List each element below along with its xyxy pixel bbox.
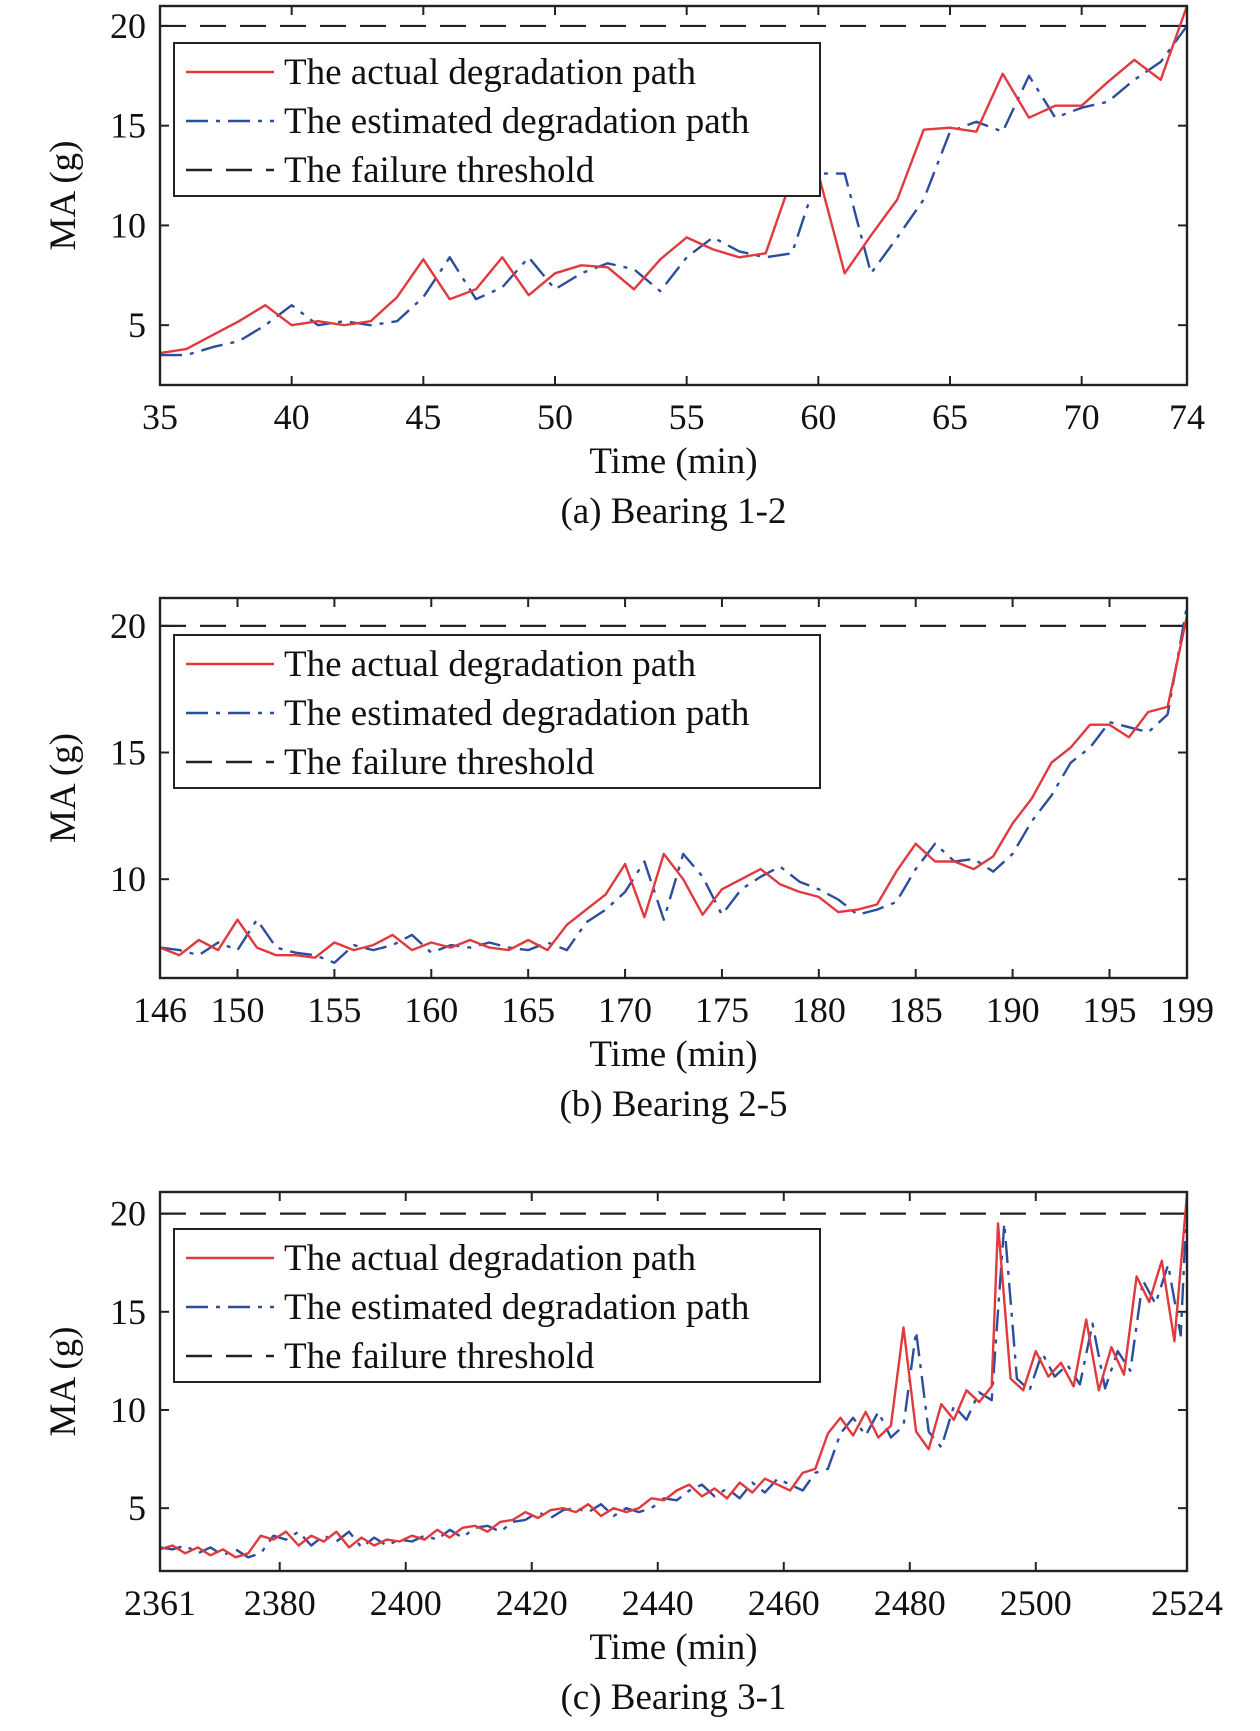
chart-panel-1: 35 40 45 50 55 60 65 70 74 5 10 15 20 The actual degr… [43, 4, 1205, 532]
y-tick-label: 15 [110, 106, 146, 146]
series-estimated-path [160, 25, 1187, 357]
x-tick-label: 190 [986, 990, 1040, 1030]
legend-label-actual: The actual degradation path [284, 1238, 696, 1279]
legend-box [173, 634, 821, 789]
x-tick-label: 40 [274, 397, 310, 437]
x-tick-label: 70 [1064, 397, 1100, 437]
y-tick-label: 15 [110, 733, 146, 773]
x-tick-label: 60 [800, 397, 836, 437]
x-tick-label: 55 [669, 397, 705, 437]
x-tick-label: 2380 [244, 1583, 316, 1623]
x-tick-label: 2400 [370, 1583, 442, 1623]
series-actual-path [160, 1193, 1187, 1559]
x-tick-label: 146 [133, 990, 187, 1030]
x-tick-label: 165 [501, 990, 555, 1030]
series-actual-path [160, 6, 1187, 355]
series-estimated-path [160, 605, 1187, 964]
legend-box [173, 1228, 821, 1383]
x-tick-label: 2440 [622, 1583, 694, 1623]
x-tick-label: 185 [889, 990, 943, 1030]
y-tick-label: 5 [128, 1488, 146, 1528]
legend: The actual degradation path The estimated… [173, 634, 821, 789]
legend-label-estimated: The estimated degradation path [284, 693, 750, 734]
x-tick-label: 35 [142, 397, 178, 437]
y-tick-label: 10 [110, 859, 146, 899]
legend: The actual degradation path The estimated… [173, 42, 821, 197]
legend-label-threshold: The failure threshold [284, 150, 595, 191]
y-tick-label: 20 [110, 6, 146, 46]
y-axis-label: MA (g) [43, 141, 84, 251]
legend-label-actual: The actual degradation path [284, 52, 696, 93]
x-tick-label: 160 [404, 990, 458, 1030]
y-tick-label: 10 [110, 1390, 146, 1430]
y-tick-label: 5 [128, 305, 146, 345]
y-tick-label: 20 [110, 1194, 146, 1234]
series-actual-path [160, 615, 1187, 959]
x-tick-label: 175 [695, 990, 749, 1030]
legend: The actual degradation path The estimated… [173, 1228, 821, 1383]
plot-frame [158, 1190, 1189, 1573]
legend-label-estimated: The estimated degradation path [284, 1287, 750, 1328]
x-axis-label: Time (min) [589, 441, 757, 482]
legend-label-actual: The actual degradation path [284, 644, 696, 685]
chart-panel-3: 2361 2380 2400 2420 2440 2460 2480 2500 2524 5 10 1… [43, 1190, 1223, 1718]
panel-caption: (b) Bearing 2-5 [559, 1084, 787, 1125]
x-axis-label: Time (min) [589, 1034, 757, 1075]
x-tick-label: 155 [307, 990, 361, 1030]
x-tick-label: 2420 [496, 1583, 568, 1623]
panel-caption: (c) Bearing 3-1 [560, 1677, 786, 1718]
x-tick-label: 2500 [1000, 1583, 1072, 1623]
legend-box [173, 42, 821, 197]
legend-label-estimated: The estimated degradation path [284, 101, 750, 142]
y-axis-label: MA (g) [43, 733, 84, 843]
x-tick-label: 50 [537, 397, 573, 437]
y-tick-label: 20 [110, 606, 146, 646]
y-tick-label: 15 [110, 1292, 146, 1332]
x-tick-label: 170 [598, 990, 652, 1030]
x-tick-label: 2361 [124, 1583, 196, 1623]
x-tick-label: 2480 [874, 1583, 946, 1623]
y-tick-label: 10 [110, 205, 146, 245]
x-axis-label: Time (min) [589, 1627, 757, 1668]
plot-frame [158, 4, 1189, 387]
x-tick-label: 74 [1169, 397, 1205, 437]
x-tick-label: 2460 [748, 1583, 820, 1623]
chart-panel-2: 146 150 155 160 165 170 175 180 185 190 195 199 10 15… [43, 596, 1214, 1125]
x-tick-label: 199 [1160, 990, 1214, 1030]
plot-frame [158, 596, 1189, 980]
legend-label-threshold: The failure threshold [284, 742, 595, 783]
x-tick-label: 180 [792, 990, 846, 1030]
panel-caption: (a) Bearing 1-2 [560, 491, 786, 532]
x-tick-label: 195 [1082, 990, 1136, 1030]
legend-label-threshold: The failure threshold [284, 1336, 595, 1377]
y-axis-label: MA (g) [43, 1327, 84, 1437]
series-estimated-path [160, 1201, 1187, 1559]
x-tick-label: 2524 [1151, 1583, 1223, 1623]
x-tick-label: 65 [932, 397, 968, 437]
x-tick-label: 45 [405, 397, 441, 437]
x-tick-label: 150 [211, 990, 265, 1030]
